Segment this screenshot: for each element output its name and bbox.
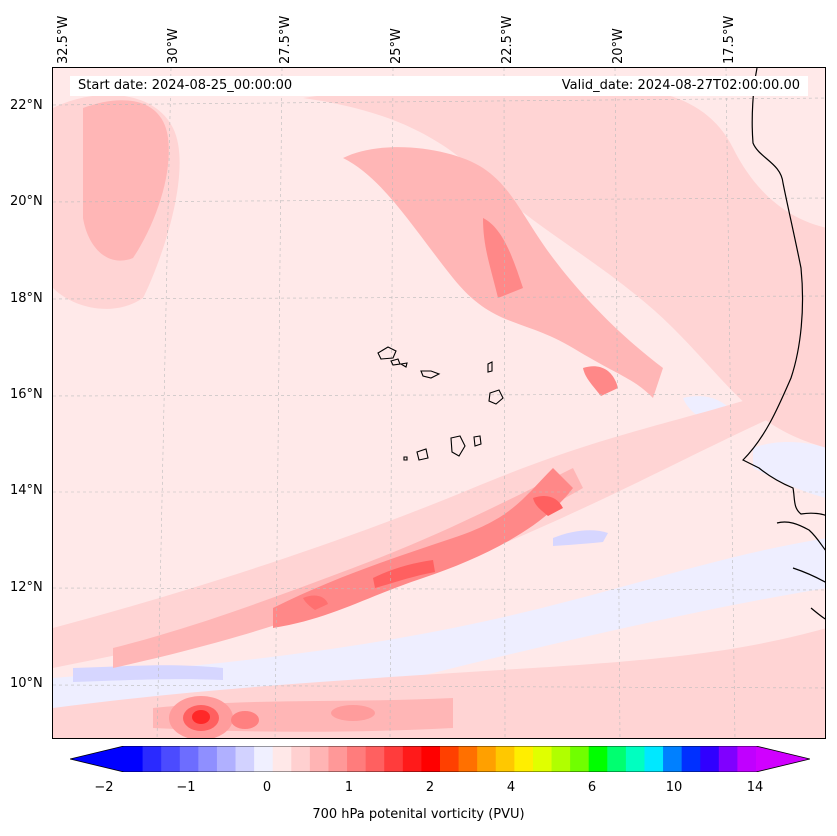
info-bar: Start date: 2024-08-25_00:00:00 Valid_da… bbox=[70, 76, 808, 96]
start-date-label: Start date: 2024-08-25_00:00:00 bbox=[78, 78, 293, 93]
colorbar-swatch bbox=[365, 746, 385, 772]
lat-label-10n: 10°N bbox=[10, 676, 43, 691]
colorbar-tick-label: −1 bbox=[176, 780, 196, 795]
lon-label-17-5w: 17.5°W bbox=[722, 15, 737, 64]
colorbar-swatch bbox=[216, 746, 237, 772]
lon-label-30w: 30°W bbox=[166, 28, 181, 64]
colorbar-under-arrow bbox=[70, 746, 124, 772]
lat-label-12n: 12°N bbox=[10, 580, 43, 595]
lon-label-22-5w: 22.5°W bbox=[500, 15, 515, 64]
colorbar-swatch bbox=[625, 746, 645, 772]
colorbar-swatch bbox=[421, 746, 441, 772]
colorbar-tick-label: 10 bbox=[665, 780, 683, 795]
lat-label-16n: 16°N bbox=[10, 387, 43, 402]
colorbar-swatch bbox=[235, 746, 255, 772]
colorbar-swatch bbox=[179, 746, 199, 772]
pv-field-map bbox=[53, 68, 825, 738]
colorbar-tick-label: 1 bbox=[344, 780, 354, 795]
colorbar-title: 700 hPa potenital vorticity (PVU) bbox=[312, 807, 525, 822]
colorbar-swatch bbox=[718, 746, 738, 772]
lat-label-14n: 14°N bbox=[10, 483, 43, 498]
lat-label-18n: 18°N bbox=[10, 291, 43, 306]
colorbar-swatch bbox=[681, 746, 701, 772]
colorbar-swatch bbox=[700, 746, 720, 772]
colorbar-swatch bbox=[477, 746, 497, 772]
lon-label-25w: 25°W bbox=[389, 28, 404, 64]
colorbar-swatch bbox=[254, 746, 274, 772]
colorbar-swatch bbox=[291, 746, 311, 772]
map-panel[interactable] bbox=[52, 67, 826, 739]
colorbar-tick-label: 6 bbox=[587, 780, 597, 795]
lat-label-20n: 20°N bbox=[10, 194, 43, 209]
colorbar-swatch bbox=[347, 746, 367, 772]
lat-label-22n: 22°N bbox=[10, 98, 43, 113]
colorbar-swatch bbox=[384, 746, 404, 772]
colorbar-swatch bbox=[495, 746, 515, 772]
colorbar bbox=[70, 746, 810, 772]
colorbar-tick-label: 4 bbox=[506, 780, 516, 795]
colorbar-swatch bbox=[142, 746, 162, 772]
colorbar-swatch bbox=[570, 746, 590, 772]
colorbar-swatch bbox=[663, 746, 683, 772]
colorbar-swatch bbox=[328, 746, 348, 772]
colorbar-swatch bbox=[402, 746, 422, 772]
colorbar-swatch bbox=[532, 746, 553, 772]
lon-label-20w: 20°W bbox=[611, 28, 626, 64]
colorbar-swatch bbox=[272, 746, 292, 772]
lon-label-32-5w: 32.5°W bbox=[56, 15, 71, 64]
valid-date-label: Valid_date: 2024-08-27T02:00:00.00 bbox=[561, 78, 800, 93]
colorbar-swatch bbox=[440, 746, 460, 772]
colorbar-swatch bbox=[309, 746, 329, 772]
colorbar-tick-label: 2 bbox=[425, 780, 435, 795]
colorbar-tick-label: −2 bbox=[94, 780, 114, 795]
colorbar-swatch bbox=[161, 746, 181, 772]
colorbar-swatch bbox=[198, 746, 218, 772]
colorbar-swatch bbox=[644, 746, 664, 772]
colorbar-swatch bbox=[124, 746, 144, 772]
colorbar-swatch bbox=[588, 746, 608, 772]
colorbar-swatch bbox=[458, 746, 478, 772]
colorbar-tick-label: 14 bbox=[746, 780, 764, 795]
colorbar-swatch bbox=[737, 746, 757, 772]
colorbar-over-arrow bbox=[756, 746, 810, 772]
colorbar-swatch bbox=[607, 746, 627, 772]
colorbar-swatch bbox=[514, 746, 534, 772]
colorbar-tick-label: 0 bbox=[262, 780, 272, 795]
colorbar-swatch bbox=[551, 746, 571, 772]
lon-label-27-5w: 27.5°W bbox=[278, 15, 293, 64]
